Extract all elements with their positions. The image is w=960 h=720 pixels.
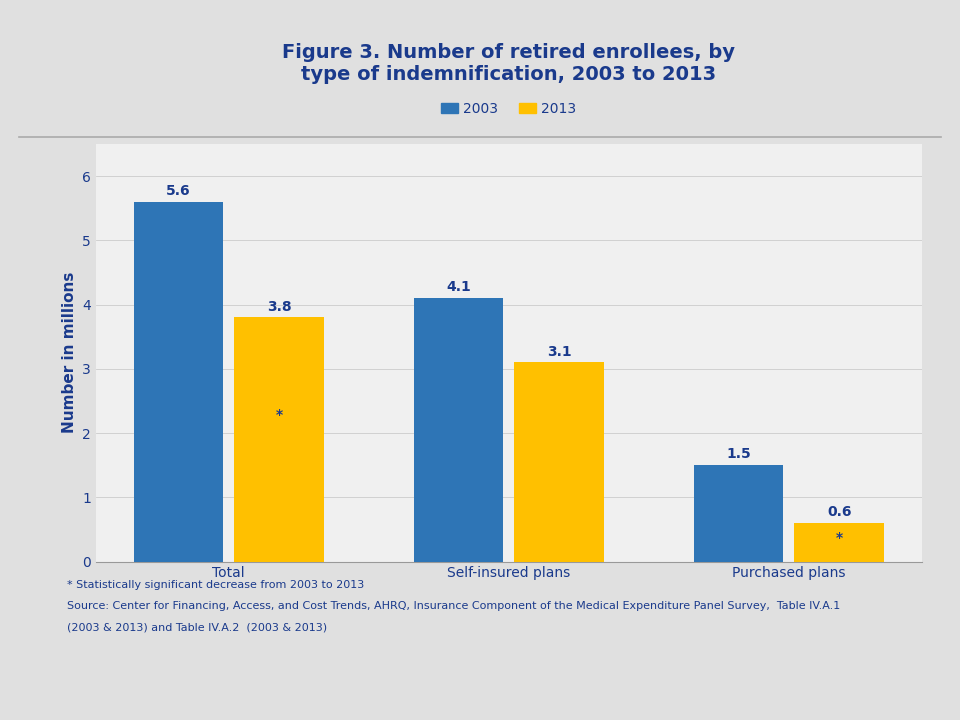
Y-axis label: Number in millions: Number in millions — [61, 272, 77, 433]
Text: 0.6: 0.6 — [827, 505, 852, 519]
Bar — [414, 298, 503, 562]
Text: *: * — [836, 531, 843, 546]
Legend: 2003, 2013: 2003, 2013 — [436, 96, 582, 122]
Text: 3.8: 3.8 — [267, 300, 292, 314]
Text: *: * — [276, 408, 282, 422]
Text: (2003 & 2013) and Table IV.A.2  (2003 & 2013): (2003 & 2013) and Table IV.A.2 (2003 & 2… — [67, 623, 327, 633]
Bar — [133, 202, 223, 562]
Bar — [515, 362, 604, 562]
Text: 3.1: 3.1 — [547, 345, 571, 359]
Bar — [795, 523, 884, 562]
Bar — [694, 465, 783, 562]
Text: Figure 3. Number of retired enrollees, by
type of indemnification, 2003 to 2013: Figure 3. Number of retired enrollees, b… — [282, 42, 735, 84]
Bar — [234, 318, 324, 562]
Text: 4.1: 4.1 — [446, 280, 470, 294]
Text: 1.5: 1.5 — [726, 447, 751, 462]
Text: 5.6: 5.6 — [166, 184, 191, 198]
Text: * Statistically significant decrease from 2003 to 2013: * Statistically significant decrease fro… — [67, 580, 365, 590]
Text: Source: Center for Financing, Access, and Cost Trends, AHRQ, Insurance Component: Source: Center for Financing, Access, an… — [67, 601, 840, 611]
